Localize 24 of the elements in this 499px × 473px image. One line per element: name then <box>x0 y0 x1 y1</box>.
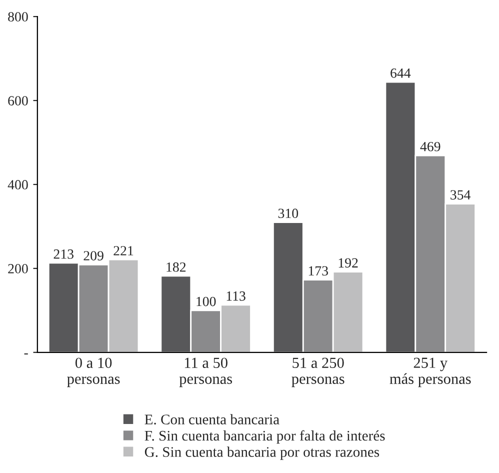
legend-label: G. Sin cuenta bancaria por otras razones <box>144 446 380 460</box>
data-label: 173 <box>308 266 328 276</box>
data-label: 100 <box>196 296 216 306</box>
legend-label: F. Sin cuenta bancaria por falta de interés <box>144 430 385 444</box>
y-tick-label: 200 <box>8 264 28 274</box>
data-label: 469 <box>420 142 440 152</box>
y-tick-label: 400 <box>8 180 28 190</box>
data-label: 113 <box>226 291 246 301</box>
data-label: 192 <box>338 258 358 268</box>
data-label: 182 <box>166 262 186 272</box>
data-label: 209 <box>84 251 104 260</box>
data-label: 213 <box>54 249 74 259</box>
data-label: 644 <box>390 68 411 78</box>
legend-label: E. Con cuenta bancaria <box>144 414 280 424</box>
data-label: 310 <box>278 208 298 218</box>
data-label: 221 <box>114 246 134 256</box>
x-tick-label: 11 a 50 personas <box>179 358 232 388</box>
y-tick-label: 800 <box>8 12 28 22</box>
x-tick-label: 51 a 250 personas <box>292 358 344 388</box>
x-tick-label: 251 y más personas <box>390 358 471 388</box>
y-tick-label: 600 <box>8 96 28 106</box>
data-label: 354 <box>450 190 471 200</box>
y-tick-label: - <box>24 353 28 354</box>
x-tick-label: 0 a 10 personas <box>67 358 120 388</box>
